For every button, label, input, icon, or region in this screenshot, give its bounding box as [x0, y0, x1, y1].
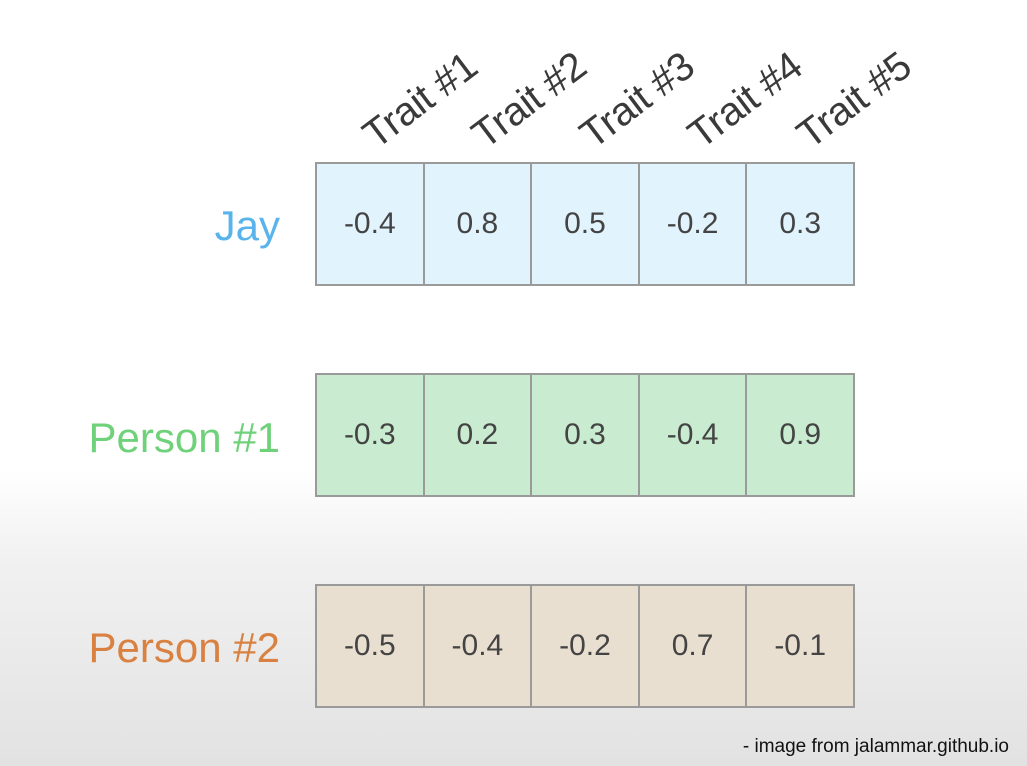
vector-person-2: -0.5 -0.4 -0.2 0.7 -0.1 [315, 584, 855, 708]
vector-cell: 0.8 [422, 162, 533, 286]
row-label-jay: Jay [214, 202, 280, 249]
vector-cell: -0.4 [315, 162, 425, 286]
vector-jay: -0.4 0.8 0.5 -0.2 0.3 [315, 162, 855, 286]
row-label-person-2: Person #2 [88, 624, 280, 671]
trait-header-1: Trait #1 [355, 43, 486, 158]
image-credit: - image from jalammar.github.io [742, 736, 1009, 757]
vector-cell: -0.4 [422, 584, 533, 708]
vector-cell: 0.2 [422, 373, 533, 497]
trait-header-4: Trait #4 [680, 43, 811, 158]
vector-cell: 0.9 [745, 373, 855, 497]
vector-cell: -0.2 [637, 162, 748, 286]
trait-headers: Trait #1 Trait #2 Trait #3 Trait #4 Trai… [0, 0, 1027, 160]
vector-cell: -0.1 [745, 584, 855, 708]
vector-cell: -0.5 [315, 584, 425, 708]
vector-cell: -0.4 [637, 373, 748, 497]
vector-cell: 0.7 [637, 584, 748, 708]
trait-header-5: Trait #5 [789, 43, 920, 158]
vector-cell: 0.3 [745, 162, 855, 286]
trait-header-3: Trait #3 [572, 43, 703, 158]
trait-header-2: Trait #2 [464, 43, 595, 158]
vector-cell: 0.3 [530, 373, 640, 497]
vector-cell: 0.5 [530, 162, 640, 286]
vector-cell: -0.3 [315, 373, 425, 497]
vector-cell: -0.2 [530, 584, 640, 708]
vector-person-1: -0.3 0.2 0.3 -0.4 0.9 [315, 373, 855, 497]
row-label-person-1: Person #1 [88, 414, 280, 461]
